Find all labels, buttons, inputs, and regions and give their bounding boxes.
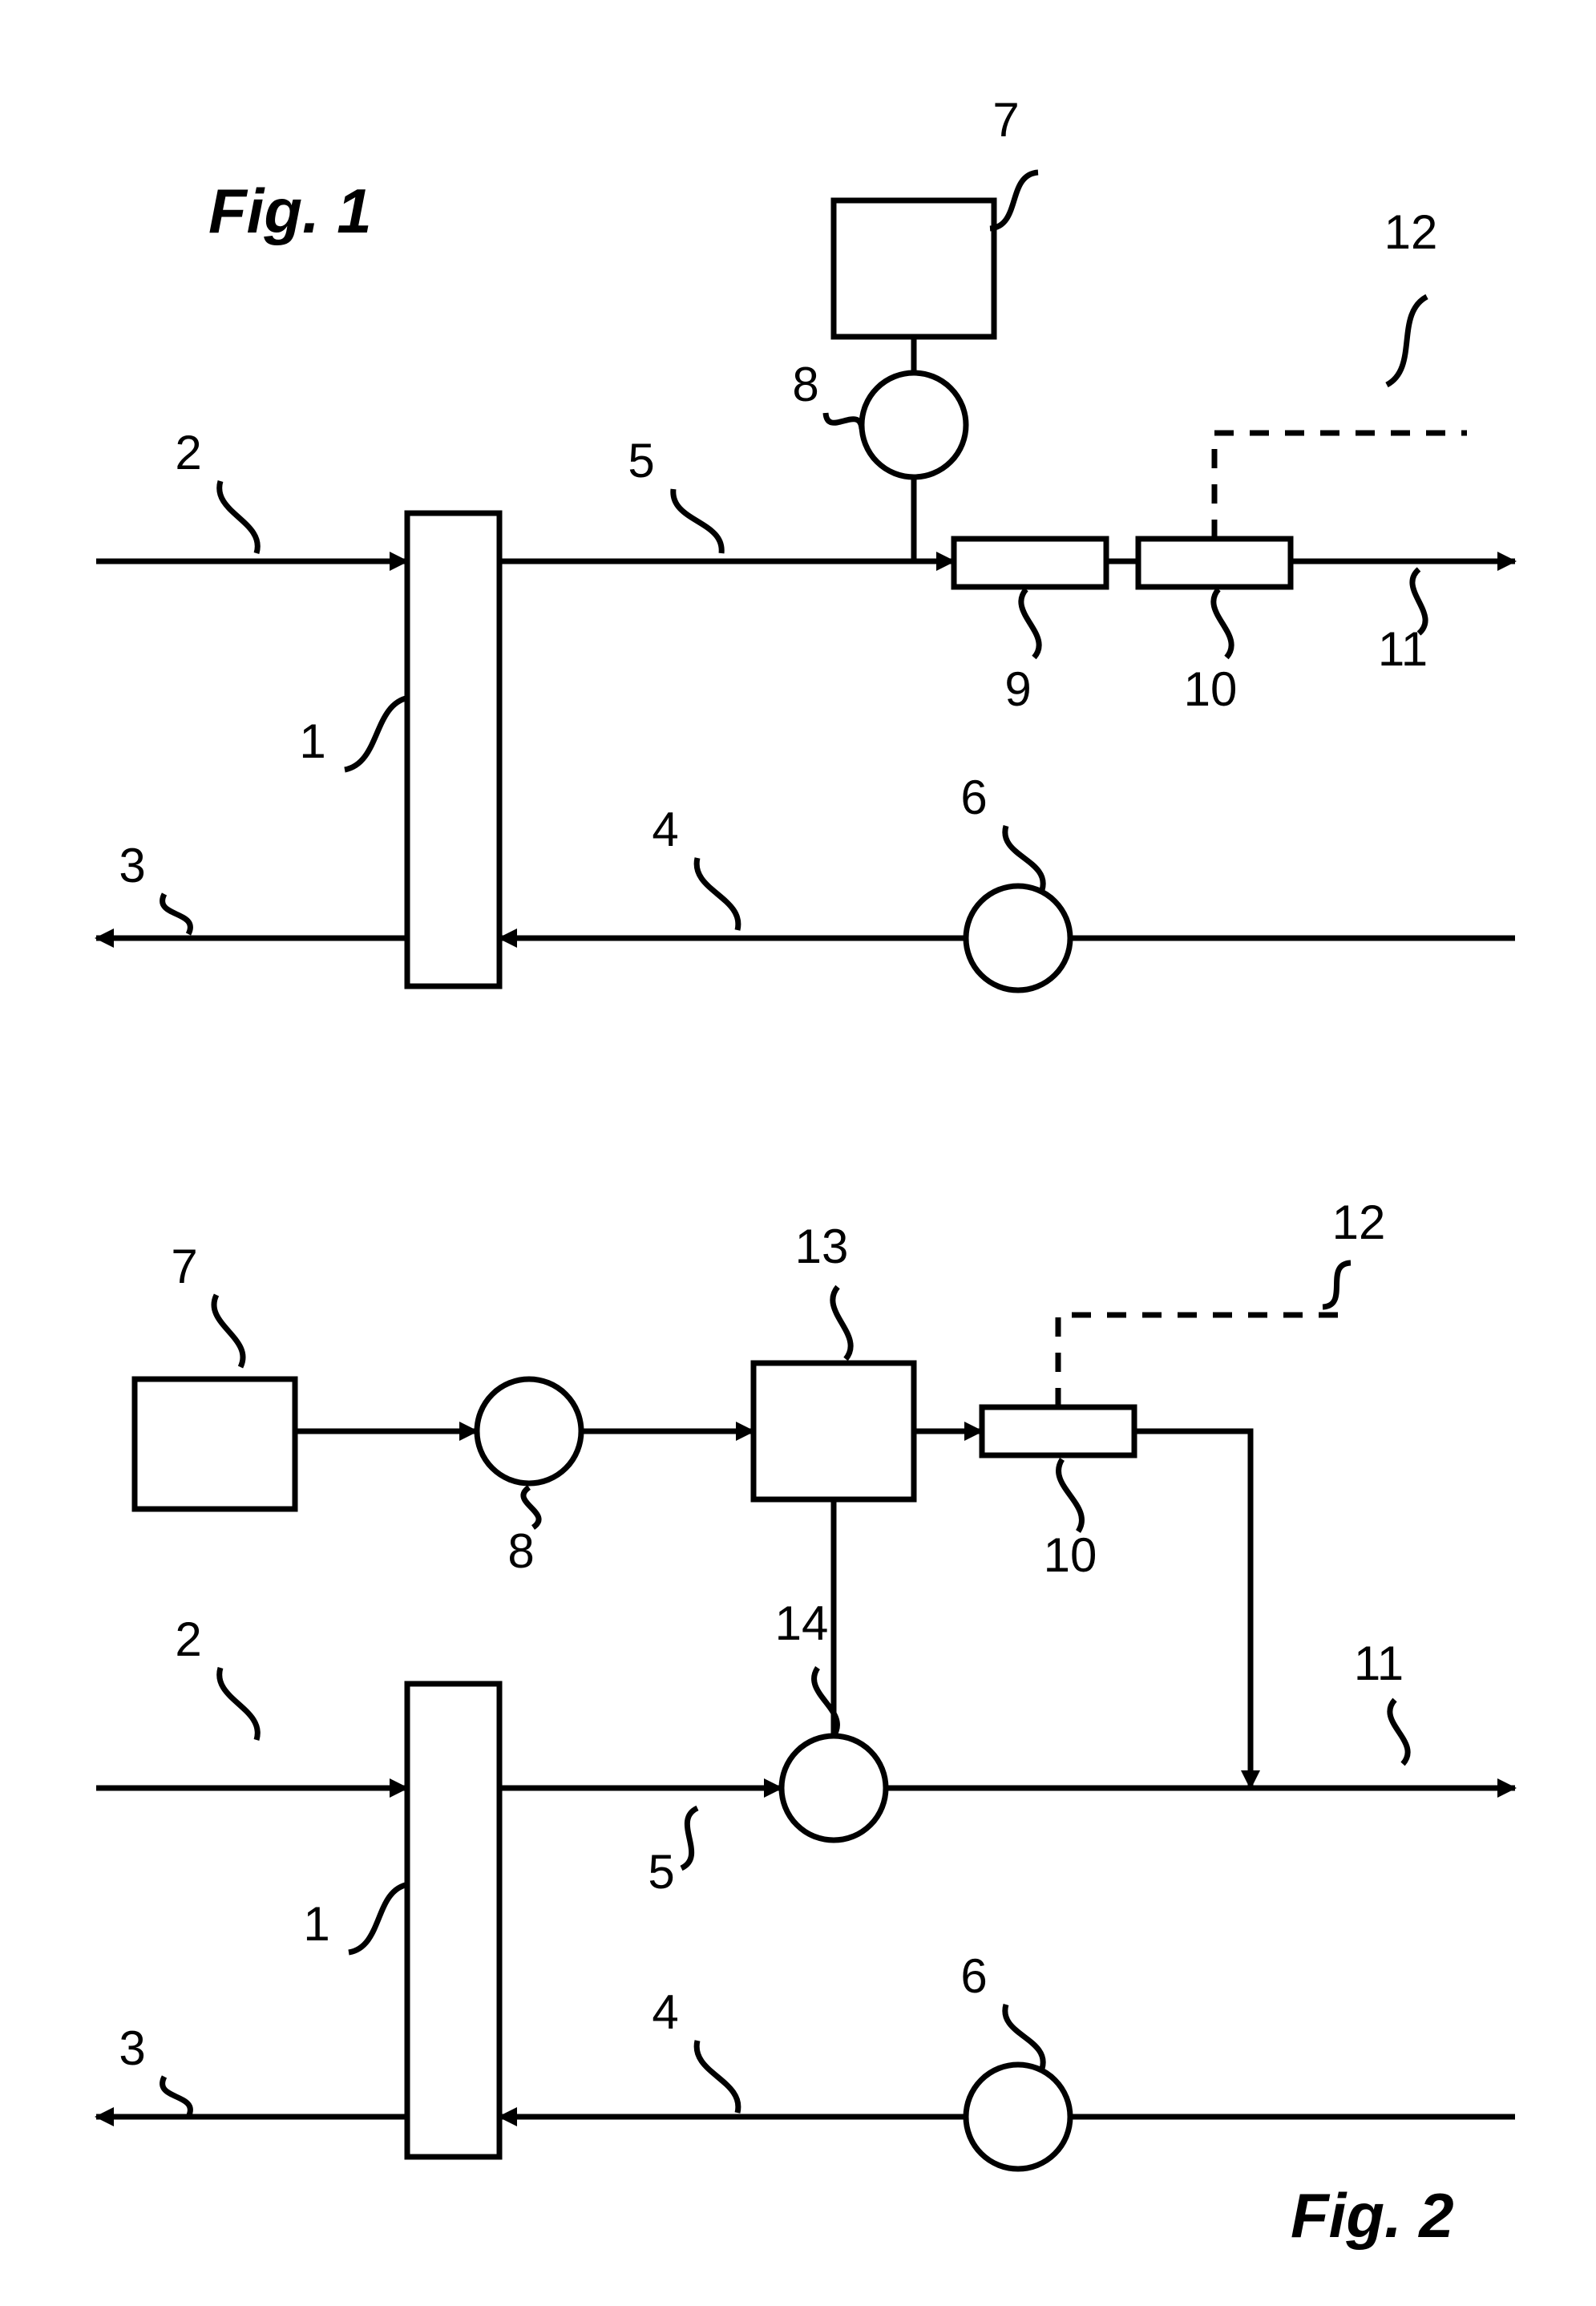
label-4: 4 — [652, 803, 678, 856]
label-5: 5 — [628, 434, 654, 487]
fig2-block-1 — [407, 1684, 499, 2157]
label-9: 9 — [1004, 662, 1031, 716]
fig2-box-10 — [982, 1407, 1134, 1455]
fig2-title: Fig. 2 — [1291, 2180, 1454, 2251]
callout-7 — [990, 172, 1038, 229]
label-2: 2 — [175, 426, 201, 479]
label-2: 2 — [175, 1612, 201, 1666]
callout-12 — [1323, 1263, 1351, 1307]
fig1-title: Fig. 1 — [208, 176, 372, 246]
fig1-circle-6 — [966, 886, 1070, 990]
label-5: 5 — [648, 1845, 674, 1899]
label-14: 14 — [775, 1596, 829, 1650]
fig2-circle-6 — [966, 2065, 1070, 2169]
label-13: 13 — [795, 1220, 849, 1273]
label-12: 12 — [1332, 1195, 1386, 1249]
callout-2 — [220, 481, 258, 553]
label-6: 6 — [960, 771, 987, 824]
callout-8 — [523, 1487, 539, 1527]
callout-6 — [1005, 2005, 1043, 2069]
callout-9 — [1021, 589, 1039, 657]
label-1: 1 — [303, 1897, 329, 1951]
label-12: 12 — [1384, 205, 1438, 259]
fig1-circle-8 — [862, 373, 966, 477]
fig2-circle-14 — [782, 1736, 886, 1840]
callout-1 — [349, 1884, 409, 1952]
callout-3 — [163, 2077, 191, 2117]
fig2-circle-8 — [477, 1379, 581, 1483]
fig1-box-10 — [1138, 539, 1291, 587]
callout-6 — [1005, 826, 1043, 890]
fig2-box-7 — [135, 1379, 295, 1509]
fig1-dashed-12 — [1214, 433, 1467, 539]
label-3: 3 — [119, 839, 145, 892]
label-7: 7 — [171, 1240, 197, 1293]
fig2-box-13 — [754, 1363, 914, 1499]
callout-7 — [214, 1295, 243, 1367]
callout-4 — [697, 2041, 738, 2113]
label-11: 11 — [1354, 1636, 1404, 1690]
diagram-root: Fig. 1123456789101112Fig. 21234567810111… — [0, 0, 1596, 2306]
fig2-dashed-12 — [1058, 1315, 1347, 1407]
label-10: 10 — [1044, 1528, 1097, 1582]
fig1-block-1 — [407, 513, 499, 986]
label-7: 7 — [992, 93, 1019, 147]
fig1-box-7 — [834, 200, 994, 337]
callout-11 — [1390, 1700, 1408, 1764]
callout-13 — [833, 1287, 851, 1359]
label-8: 8 — [792, 358, 818, 411]
fig2-line-10-down — [1134, 1431, 1251, 1788]
label-4: 4 — [652, 1985, 678, 2039]
callout-5 — [681, 1808, 697, 1868]
callout-8 — [826, 413, 862, 429]
label-8: 8 — [507, 1524, 534, 1578]
fig1-box-9 — [954, 539, 1106, 587]
label-10: 10 — [1184, 662, 1238, 716]
label-3: 3 — [119, 2021, 145, 2075]
callout-12 — [1387, 297, 1427, 385]
callout-4 — [697, 858, 738, 930]
callout-10 — [1214, 589, 1231, 657]
label-1: 1 — [299, 714, 325, 768]
label-6: 6 — [960, 1949, 987, 2003]
callout-1 — [345, 698, 409, 770]
callout-2 — [220, 1668, 258, 1740]
callout-3 — [163, 894, 191, 934]
callout-5 — [673, 489, 721, 553]
callout-10 — [1059, 1459, 1082, 1531]
